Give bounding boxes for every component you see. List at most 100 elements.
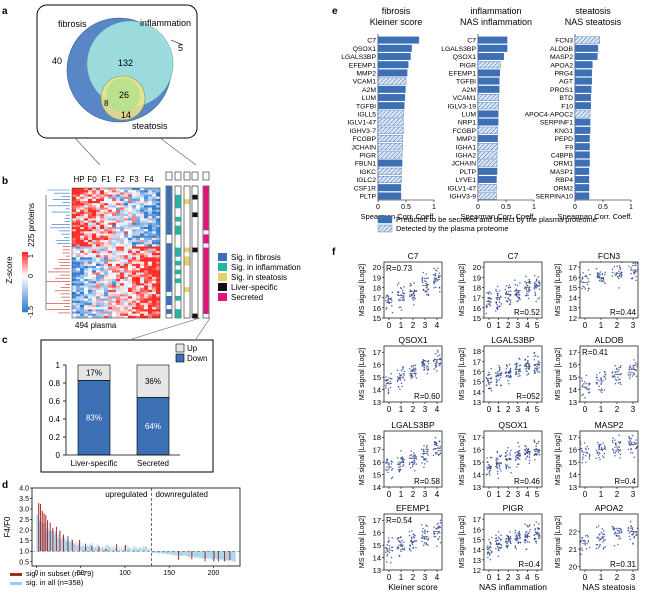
scatter-point [536, 365, 538, 368]
heatmap-cell [80, 253, 85, 256]
heatmap-cell [76, 229, 81, 232]
heatmap-cell [80, 298, 85, 301]
heatmap-cell [96, 211, 101, 215]
heatmap-cell [112, 192, 117, 195]
scatter-point [435, 527, 437, 530]
colorbar-segment [22, 260, 28, 263]
x-tick-label: 1 [599, 405, 604, 414]
scatter-point [408, 548, 411, 551]
heatmap-cell [76, 287, 81, 291]
heatmap-cell [152, 253, 157, 256]
scatter-point [617, 451, 620, 453]
scatter-point [587, 277, 589, 280]
correlation-bar [477, 143, 498, 151]
heatmap-cell [120, 259, 125, 262]
heatmap-cell [132, 270, 137, 273]
scatter-point [504, 292, 507, 295]
y-tick-label: 17 [373, 446, 381, 455]
scatter-point [614, 371, 617, 374]
bar-sig-all [81, 546, 83, 552]
heatmap-cell [100, 196, 105, 200]
scatter-point [489, 298, 491, 300]
heatmap-cell [88, 192, 93, 195]
bar-sig-subset [204, 551, 206, 562]
heatmap-cell [80, 296, 85, 299]
heatmap-cell [84, 231, 89, 234]
annotation-mark [192, 247, 198, 253]
scatter-point [580, 539, 583, 542]
scatter-point [399, 379, 402, 381]
bar-sig-all [100, 547, 101, 552]
heatmap-cell [156, 287, 161, 291]
heatmap-cell [72, 255, 77, 258]
scatter-point [631, 528, 634, 531]
bar-sig-all [168, 551, 170, 555]
heatmap-cell [120, 268, 125, 271]
heatmap-cell [128, 300, 133, 304]
zoom-line-right [159, 137, 197, 166]
scatter-point [409, 454, 411, 457]
heatmap-cell [156, 302, 161, 306]
scatter-point [538, 537, 540, 539]
scatter-point [385, 387, 387, 389]
heatmap-cell [76, 196, 81, 200]
heatmap-cell [100, 289, 105, 293]
heatmap-cell [156, 209, 161, 213]
heatmap-cell [156, 263, 161, 267]
correlation-r-label: R=0.31 [610, 560, 637, 569]
heatmap-cell [128, 209, 133, 213]
bar-sig-all [188, 551, 190, 557]
heatmap-cell [132, 194, 137, 197]
scatter-point [598, 389, 600, 391]
scatter-point [426, 530, 429, 533]
heatmap-cell [140, 224, 145, 228]
bar-sig-all [131, 550, 132, 552]
scatter-frame [579, 345, 639, 403]
heatmap-cell [132, 227, 137, 230]
protein-label: PEPD [554, 136, 573, 143]
bar-sig-all [189, 551, 191, 558]
scatter-point [400, 457, 402, 460]
heatmap-cell [116, 261, 121, 265]
scatter-point [410, 375, 412, 377]
scatter-point [398, 306, 401, 309]
heatmap-cell [80, 240, 85, 243]
heatmap-cell [120, 244, 125, 247]
scatter-point [499, 376, 502, 379]
scatter-point [497, 370, 499, 373]
heatmap-cell [76, 218, 81, 221]
heatmap-cell [112, 279, 117, 282]
heatmap-cell [144, 309, 149, 312]
scatter-point [604, 271, 606, 274]
heatmap-cell [100, 198, 105, 202]
scatter-point [524, 523, 526, 525]
scatter-point [518, 532, 521, 535]
scatter-point [595, 381, 598, 384]
bar-sig-subset [213, 551, 215, 562]
scatter-point [387, 389, 390, 392]
heatmap-cell [108, 283, 113, 286]
heatmap-cell [80, 309, 85, 312]
scatter-point [603, 447, 606, 450]
heatmap-cell [148, 237, 153, 241]
scatter-point [409, 295, 411, 298]
scatter-point [537, 528, 540, 530]
bar-sig-all [78, 544, 79, 552]
x-tick-label: 1 [399, 573, 404, 582]
correlation-r-label: R=0.52 [514, 308, 541, 317]
heatmap-cell [100, 248, 105, 252]
scatter-point [636, 445, 639, 447]
scatter-point [595, 449, 598, 452]
scatter-point [597, 454, 600, 456]
heatmap-cell [124, 248, 129, 252]
heatmap-cell [136, 270, 141, 273]
heatmap-cell [156, 220, 161, 223]
bar-sig-subset [49, 522, 51, 552]
bar-sig-subset [43, 513, 45, 552]
x-tick-label: 2 [615, 573, 620, 582]
heatmap-cell [116, 287, 121, 291]
scatter-point [508, 363, 511, 366]
scatter-point [401, 465, 404, 468]
heatmap-cell [148, 216, 153, 219]
scatter-point [439, 519, 442, 522]
